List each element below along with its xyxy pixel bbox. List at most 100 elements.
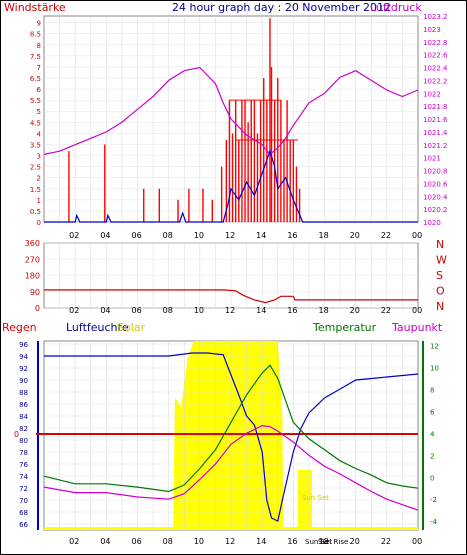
wind-tick-label: 6	[37, 86, 42, 94]
pressure-tick-label: 1023.2	[423, 13, 448, 21]
wind-tick-label: 8	[37, 42, 41, 50]
chart-title: 24 hour graph day : 20 November 2012	[172, 1, 391, 14]
temperature-tick-label: 12	[430, 342, 439, 350]
x-tick-label: 06	[132, 306, 142, 315]
wind-tick-label: 7.5	[30, 53, 41, 61]
sun-label: Sun Set	[305, 538, 332, 546]
x-tick-label: 14	[256, 231, 266, 240]
wind-axis-title: Windstärke	[4, 1, 66, 14]
humidity-tick-label: 66	[19, 521, 28, 529]
x-tick-label: 08	[163, 537, 173, 546]
x-tick-label: 10	[194, 231, 204, 240]
temperature-tick-label: 4	[430, 430, 435, 438]
legend-item: Luftfeuchte	[66, 321, 129, 334]
compass-label: W	[436, 254, 447, 267]
pressure-series-line	[43, 66, 419, 156]
wind-tick-label: 4	[37, 130, 42, 138]
x-tick-label: 00	[412, 537, 422, 546]
humidity-tick-label: 74	[19, 473, 28, 481]
x-tick-label: 04	[100, 231, 110, 240]
humidity-tick-label: 92	[19, 365, 28, 373]
x-tick-label: 00	[412, 306, 422, 315]
direction-tick-label: 360	[25, 239, 40, 248]
pressure-tick-label: 1022.4	[423, 65, 448, 73]
x-tick-label: 18	[319, 537, 329, 546]
wind_avg-series-line	[44, 149, 418, 223]
x-tick-label: 02	[69, 306, 79, 315]
humidity-tick-label: 88	[19, 389, 28, 397]
x-tick-label: 00	[412, 231, 422, 240]
wind-tick-label: 5.5	[30, 97, 41, 105]
pressure-axis-title: Luftdruck	[370, 1, 422, 14]
dewpoint-series-line	[43, 424, 419, 511]
humidity-series-line	[44, 352, 419, 522]
x-tick-label: 16	[287, 537, 297, 546]
pressure-tick-label: 1020	[423, 219, 441, 227]
pressure-tick-label: 1022.8	[423, 39, 448, 47]
compass-label: N	[436, 300, 444, 313]
wind-tick-label: 7	[37, 64, 41, 72]
direction-tick-label: 90	[30, 288, 40, 297]
humidity-tick-label: 86	[19, 401, 28, 409]
x-tick-label: 22	[381, 306, 391, 315]
humidity-tick-label: 70	[19, 497, 28, 505]
compass-label: O	[436, 285, 445, 298]
pressure-tick-label: 1020.8	[423, 168, 448, 176]
x-tick-label: 08	[163, 306, 173, 315]
humidity-tick-label: 68	[19, 509, 28, 517]
wind-tick-label: 2.5	[30, 164, 41, 172]
pressure-tick-label: 1021.8	[423, 103, 448, 111]
wind-tick-label: 0.5	[30, 208, 41, 216]
x-tick-label: 06	[132, 231, 142, 240]
compass-label: N	[436, 238, 444, 251]
x-tick-label: 22	[381, 231, 391, 240]
sun-label: Sun Set	[302, 494, 329, 502]
compass-label: S	[436, 269, 443, 282]
humidity-tick-label: 84	[19, 413, 28, 421]
x-tick-label: 04	[100, 306, 110, 315]
temperature-tick-label: -4	[430, 518, 438, 526]
temperature-series-line	[43, 364, 419, 493]
x-tick-label: 04	[100, 537, 110, 546]
x-tick-label: 14	[256, 306, 266, 315]
pressure-tick-label: 1022	[423, 90, 441, 98]
pressure-tick-label: 1021.4	[423, 129, 448, 137]
x-tick-label: 18	[319, 306, 329, 315]
humidity-tick-label: 82	[19, 425, 28, 433]
humidity-tick-label: 94	[19, 353, 28, 361]
sun-label: Sun Rise	[318, 538, 348, 546]
rain-axis-label: 0	[14, 430, 19, 439]
temperature-tick-label: 2	[430, 452, 434, 460]
wind-tick-label: 6.5	[30, 75, 41, 83]
pressure-tick-label: 1023	[423, 26, 441, 34]
wind-tick-label: 8.5	[30, 31, 41, 39]
x-tick-label: 10	[194, 537, 204, 546]
x-tick-label: 20	[350, 537, 360, 546]
x-tick-label: 08	[163, 231, 173, 240]
humidity-tick-label: 72	[19, 485, 28, 493]
wind-tick-label: 4.5	[30, 119, 41, 127]
x-tick-label: 14	[256, 537, 266, 546]
x-tick-label: 16	[287, 306, 297, 315]
x-tick-label: 02	[69, 537, 79, 546]
pressure-tick-label: 1021.2	[423, 142, 448, 150]
wind-tick-label: 9	[37, 20, 41, 28]
pressure-tick-label: 1022.2	[423, 77, 448, 85]
x-tick-label: 06	[132, 537, 142, 546]
x-tick-label: 12	[225, 231, 235, 240]
pressure-tick-label: 1021	[423, 155, 441, 163]
humidity-tick-label: 76	[19, 461, 28, 469]
humidity-tick-label: 90	[19, 377, 28, 385]
pressure-tick-label: 1020.6	[423, 180, 448, 188]
wind-tick-label: 1.5	[30, 186, 41, 194]
x-tick-label: 18	[319, 231, 329, 240]
temperature-tick-label: 8	[430, 386, 434, 394]
wind-tick-label: 3	[37, 153, 41, 161]
x-tick-label: 20	[350, 231, 360, 240]
direction-tick-label: 0	[35, 304, 40, 313]
wind-tick-label: 3.5	[30, 141, 41, 149]
x-tick-label: 12	[225, 537, 235, 546]
humidity-tick-label: 78	[19, 449, 28, 457]
temperature-tick-label: 10	[430, 364, 439, 372]
